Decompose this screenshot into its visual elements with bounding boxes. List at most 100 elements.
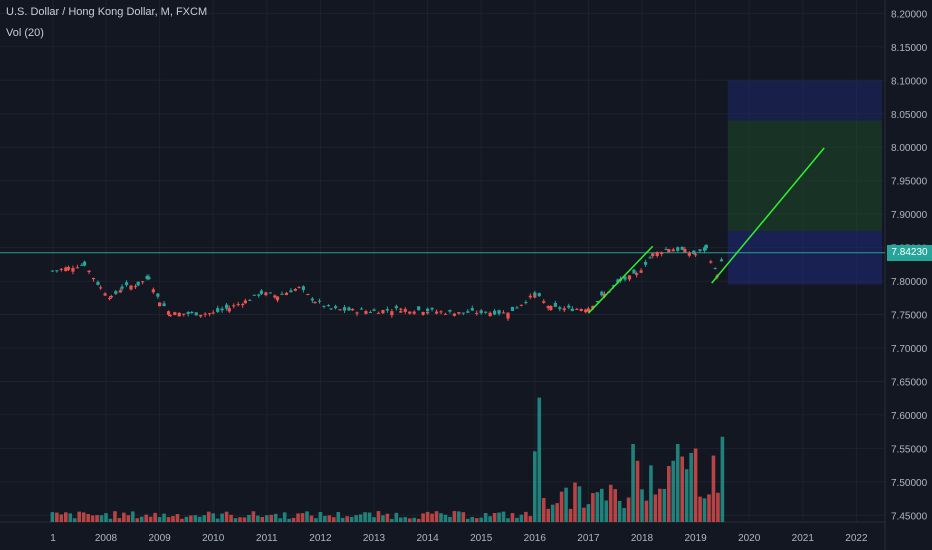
candle-body — [524, 302, 528, 304]
candle-body — [297, 286, 301, 288]
volume-bar — [202, 515, 207, 522]
candle-body — [394, 306, 398, 309]
volume-bar — [689, 452, 693, 522]
y-tick-label: 7.50000 — [891, 478, 928, 489]
volume-bar — [162, 513, 166, 522]
volume-bar — [720, 436, 725, 522]
candle-body — [194, 312, 198, 316]
volume-bar — [506, 518, 510, 522]
volume-bar — [483, 512, 488, 522]
candle-body — [243, 300, 247, 304]
volume-bar — [265, 515, 269, 522]
volume-bar — [113, 511, 117, 522]
candle-body — [232, 305, 236, 307]
candle-body — [602, 293, 607, 297]
volume-bar — [497, 512, 501, 522]
volume-bar — [403, 517, 408, 522]
candle-body — [430, 308, 434, 310]
y-tick-label: 7.90000 — [891, 210, 928, 221]
candle-body — [252, 294, 256, 296]
candle-body — [542, 301, 546, 303]
volume-bar — [247, 514, 251, 522]
candle-body — [466, 311, 470, 313]
candle-body — [452, 313, 456, 316]
y-tick-label: 7.80000 — [891, 277, 928, 288]
volume-bar — [474, 518, 479, 522]
volume-bar — [559, 491, 564, 522]
candle-body — [280, 293, 284, 295]
candle-body — [426, 312, 430, 314]
volume-bar — [613, 489, 617, 522]
volume-bar — [229, 514, 233, 522]
x-tick-label: 2010 — [202, 533, 225, 544]
volume-bar — [439, 513, 443, 522]
volume-bar — [434, 511, 439, 522]
candle-body — [156, 293, 160, 297]
volume-bar — [430, 513, 434, 522]
volume-bar — [577, 486, 582, 522]
volume-bar — [296, 513, 300, 522]
volume-bar — [649, 465, 653, 522]
volume-bar — [582, 507, 586, 522]
candle-body — [211, 312, 215, 314]
candle-body — [616, 279, 620, 283]
fib-zone-top — [727, 80, 882, 121]
volume-bar — [390, 518, 394, 522]
y-tick-label: 7.75000 — [891, 311, 928, 322]
candle-body — [264, 292, 268, 296]
candle-body — [683, 249, 687, 253]
volume-bar — [122, 512, 126, 522]
volume-bar — [90, 515, 95, 522]
volume-bar — [340, 517, 345, 522]
volume-bar — [515, 517, 519, 522]
volume-bar — [466, 518, 470, 522]
x-tick-label: 2022 — [845, 533, 868, 544]
volume-bar — [269, 514, 274, 522]
candle-body — [501, 312, 506, 314]
volume-bar — [658, 488, 662, 522]
candle-body — [118, 290, 122, 293]
candle-body — [350, 308, 355, 311]
volume-bar — [95, 515, 99, 522]
candle-body — [326, 305, 331, 307]
volume-bar — [416, 518, 421, 522]
volume-bar — [711, 455, 716, 522]
candle-body — [537, 293, 541, 297]
volume-bar — [680, 456, 684, 522]
candle-body — [275, 296, 280, 301]
candle-body — [141, 281, 145, 283]
candle-body — [162, 303, 166, 307]
candle-body — [385, 309, 389, 311]
y-tick-label: 8.15000 — [891, 43, 928, 54]
candle-body — [75, 267, 80, 269]
volume-bar — [345, 516, 349, 522]
candle-body — [50, 270, 54, 272]
volume-bar — [224, 511, 229, 522]
volume-bar — [640, 489, 644, 522]
candle-body — [484, 311, 488, 313]
candle-body — [600, 291, 604, 296]
volume-bar — [77, 511, 81, 522]
volume-bar — [564, 487, 568, 522]
candle-body — [136, 281, 140, 286]
candle-body — [66, 267, 71, 270]
candle-body — [698, 249, 702, 251]
candle-body — [173, 312, 177, 316]
last-price-tag: 7.84230 — [887, 244, 932, 261]
volume-bar — [684, 469, 689, 522]
indicator-label: Vol (20) — [6, 27, 44, 39]
volume-bar — [144, 514, 148, 522]
candle-body — [64, 267, 68, 272]
volume-bar — [524, 511, 528, 522]
x-tick-label: 2020 — [738, 533, 761, 544]
candle-body — [91, 277, 96, 280]
candle-body — [82, 261, 87, 266]
volume-bar — [662, 488, 667, 522]
candle-body — [124, 282, 129, 286]
candle-body — [186, 312, 190, 314]
candle-body — [59, 268, 63, 270]
volume-bar — [635, 460, 640, 522]
volume-bar — [198, 516, 202, 522]
volume-bar — [667, 466, 671, 522]
